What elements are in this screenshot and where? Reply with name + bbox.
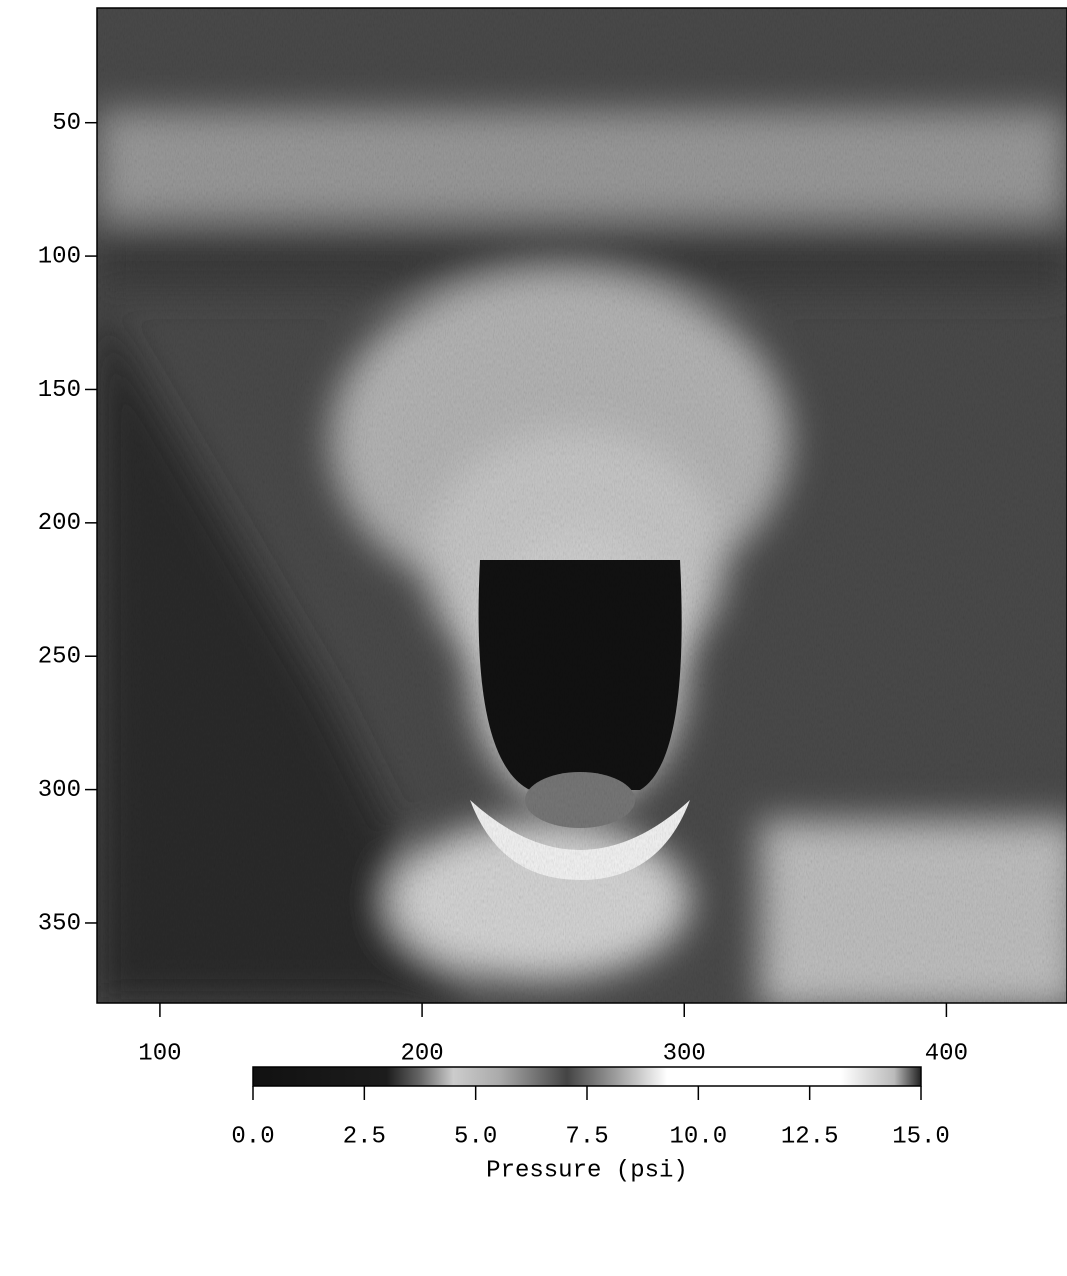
- x-tick-label: 400: [925, 1040, 968, 1067]
- colorbar-tick-label: 5.0: [454, 1123, 497, 1150]
- x-tick-label: 300: [663, 1040, 706, 1067]
- colorbar-tick-label: 10.0: [670, 1123, 728, 1150]
- colorbar-tick-label: 7.5: [565, 1123, 608, 1150]
- x-tick-label: 200: [400, 1040, 443, 1067]
- x-tick-label: 100: [138, 1040, 181, 1067]
- colorbar-tick-label: 0.0: [231, 1123, 274, 1150]
- colorbar-tick-label: 12.5: [781, 1123, 839, 1150]
- colorbar: [252, 1066, 922, 1087]
- colorbar-tick-label: 2.5: [343, 1123, 386, 1150]
- plot-frame: [96, 7, 1067, 1004]
- y-tick-label: 100: [38, 243, 81, 270]
- y-tick-label: 50: [52, 110, 81, 137]
- y-tick-label: 350: [38, 910, 81, 937]
- heatmap-image: [97, 8, 1067, 1003]
- y-tick-label: 200: [38, 510, 81, 537]
- colorbar-tick-label: 15.0: [892, 1123, 950, 1150]
- colorbar-label: Pressure (psi): [486, 1157, 688, 1184]
- y-tick-label: 250: [38, 644, 81, 671]
- y-tick-label: 300: [38, 777, 81, 804]
- y-tick-label: 150: [38, 377, 81, 404]
